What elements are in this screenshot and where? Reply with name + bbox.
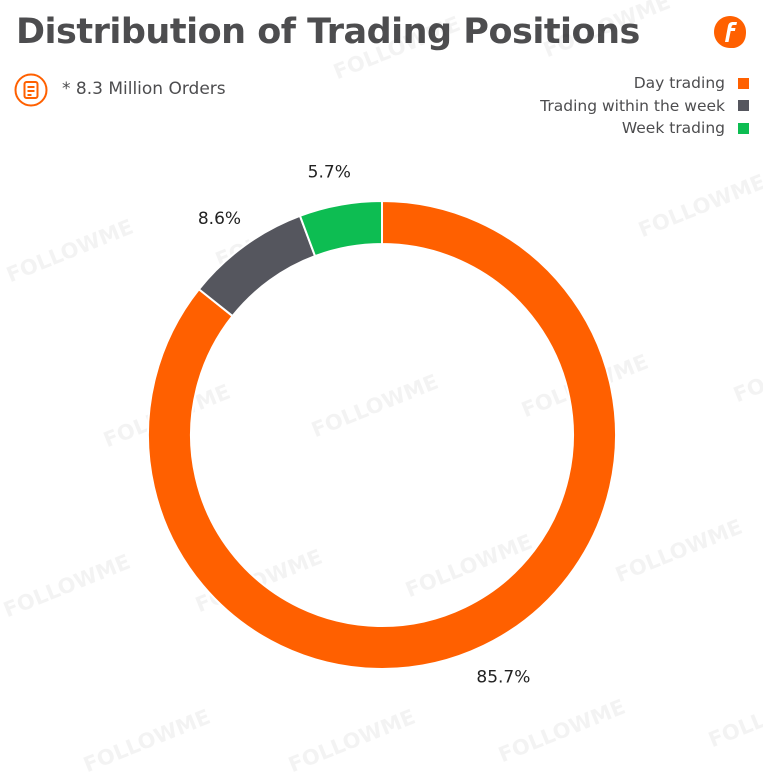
donut-slice-1: [197, 214, 317, 318]
chart-legend: Day trading Trading within the week Week…: [540, 72, 749, 140]
legend-item-week-trading: Week trading: [540, 117, 749, 140]
donut-slice-2: [298, 199, 383, 258]
orders-count-note: * 8.3 Million Orders: [62, 79, 226, 99]
legend-swatch: [738, 100, 749, 112]
slice-value-label: 5.7%: [308, 162, 351, 182]
followme-logo-icon: [714, 16, 746, 48]
legend-item-day-trading: Day trading: [540, 72, 749, 95]
legend-swatch: [738, 122, 749, 134]
legend-label: Day trading: [633, 74, 725, 93]
slice-value-label: 8.6%: [198, 209, 241, 229]
legend-swatch: [738, 77, 749, 89]
slice-value-label: 85.7%: [476, 667, 530, 687]
document-list-icon: [14, 73, 48, 107]
legend-label: Week trading: [621, 119, 725, 138]
donut-slice-0: [147, 199, 617, 670]
legend-item-trading-within-week: Trading within the week: [540, 95, 749, 118]
legend-label: Trading within the week: [540, 96, 725, 115]
chart-title: Distribution of Trading Positions: [16, 12, 640, 52]
